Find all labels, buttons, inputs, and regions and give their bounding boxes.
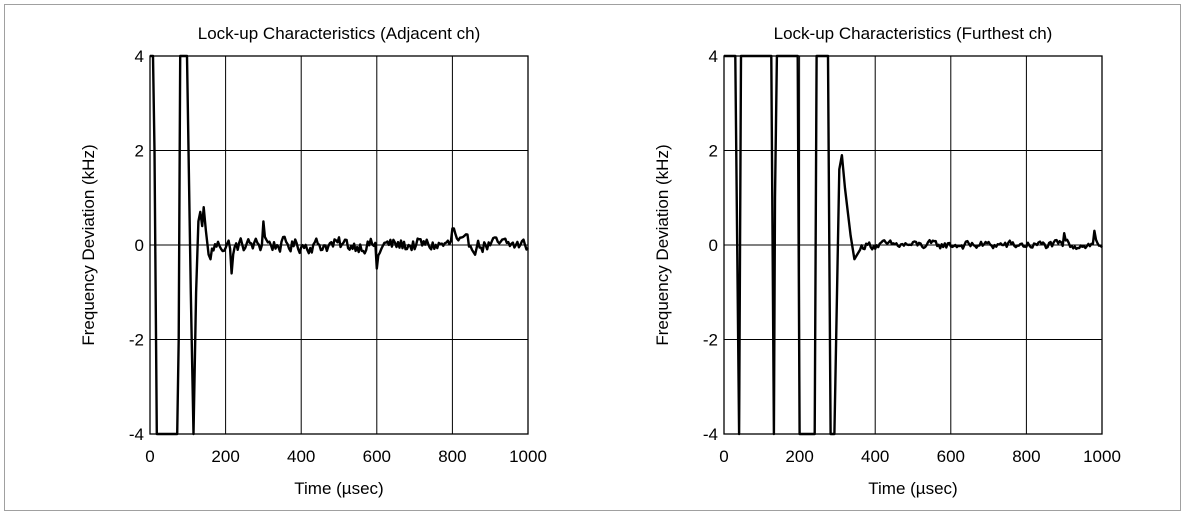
x-axis-label: Time (µsec) <box>294 479 383 498</box>
plot-area-border <box>723 55 1103 435</box>
x-tick-label: 200 <box>211 447 239 466</box>
series-line <box>724 54 1103 436</box>
chart-adjacent-channel: Lock-up Characteristics (Adjacent ch) Ti… <box>79 24 547 498</box>
x-tick-label: 1000 <box>1083 447 1121 466</box>
x-axis-label: Time (µsec) <box>868 479 957 498</box>
plot-area-border <box>149 55 529 435</box>
y-tick-label: -4 <box>703 425 718 444</box>
x-tick-label: 400 <box>287 447 315 466</box>
x-tick-label: 0 <box>719 447 728 466</box>
y-tick-label: -4 <box>129 425 144 444</box>
y-tick-label: -2 <box>129 331 144 350</box>
x-tick-label: 600 <box>363 447 391 466</box>
x-tick-label: 600 <box>937 447 965 466</box>
y-axis-label: Frequency Deviation (kHz) <box>79 144 98 345</box>
x-tick-label: 1000 <box>509 447 547 466</box>
x-tick-label: 400 <box>861 447 889 466</box>
chart-title: Lock-up Characteristics (Furthest ch) <box>774 24 1053 43</box>
y-tick-label: 4 <box>135 47 144 66</box>
y-tick-label: 4 <box>709 47 718 66</box>
y-tick-label: 2 <box>709 142 718 161</box>
x-tick-label: 800 <box>438 447 466 466</box>
y-tick-label: 2 <box>135 142 144 161</box>
chart-furthest-channel: Lock-up Characteristics (Furthest ch) Ti… <box>653 24 1121 498</box>
series-line <box>150 54 529 436</box>
y-axis-label: Frequency Deviation (kHz) <box>653 144 672 345</box>
y-tick-label: -2 <box>703 331 718 350</box>
figure-frame <box>4 4 1181 511</box>
y-tick-label: 0 <box>709 236 718 255</box>
y-tick-label: 0 <box>135 236 144 255</box>
chart-title: Lock-up Characteristics (Adjacent ch) <box>198 24 481 43</box>
x-tick-label: 200 <box>785 447 813 466</box>
x-tick-label: 800 <box>1012 447 1040 466</box>
x-tick-label: 0 <box>145 447 154 466</box>
